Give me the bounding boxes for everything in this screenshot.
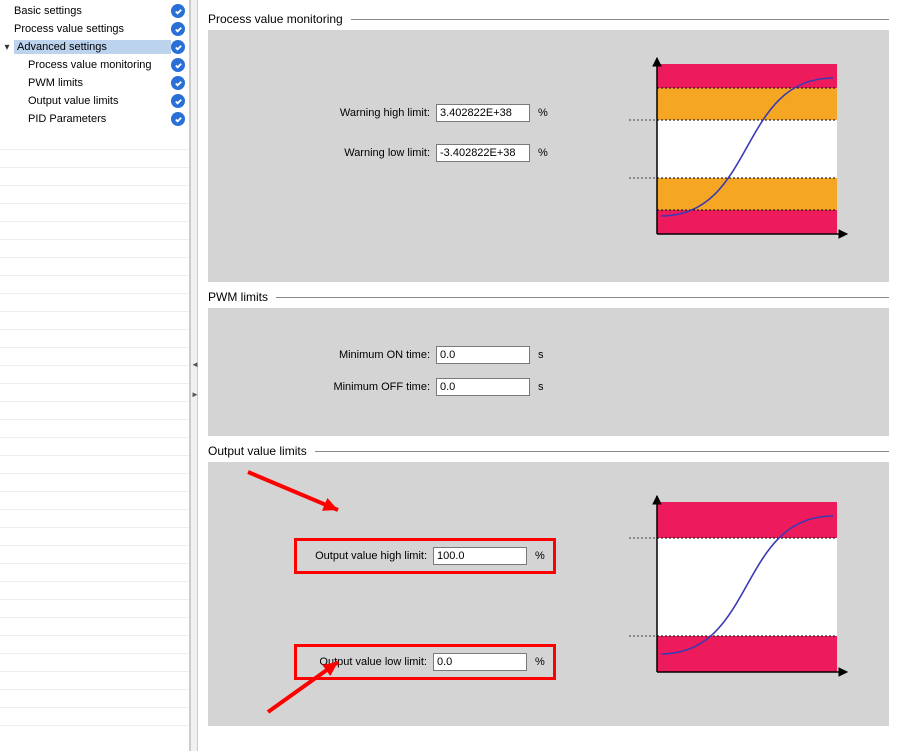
panel-outlim: Output value high limit: % Output value …	[208, 462, 889, 726]
unit-label: %	[530, 147, 548, 159]
splitter-collapse-icon[interactable]: ◄ ►	[188, 360, 202, 400]
tree-item-pwm-limits[interactable]: PWM limits	[0, 74, 189, 92]
settings-tree: Basic settings Process value settings ▾ …	[0, 0, 189, 130]
expander-icon[interactable]: ▾	[2, 42, 12, 53]
empty-tree-area	[0, 132, 189, 726]
unit-label: s	[530, 349, 544, 361]
output-high-input[interactable]	[433, 547, 527, 565]
status-ok-icon	[171, 4, 185, 18]
field-label: Warning high limit:	[216, 107, 436, 119]
tree-item-label: Advanced settings	[14, 40, 171, 54]
section-header-pvmon: Process value monitoring	[208, 12, 889, 26]
section-header-outlim: Output value limits	[208, 444, 889, 458]
form-row-min-off: Minimum OFF time: s	[216, 378, 881, 396]
tree-item-label: Output value limits	[28, 95, 171, 107]
tree-item-basic-settings[interactable]: Basic settings	[0, 2, 189, 20]
field-label: Minimum ON time:	[216, 349, 436, 361]
highlight-output-high: Output value high limit: %	[294, 538, 556, 574]
highlight-output-low: Output value low limit: %	[294, 644, 556, 680]
form-row-min-on: Minimum ON time: s	[216, 346, 881, 364]
min-on-time-input[interactable]	[436, 346, 530, 364]
settings-content-area: Process value monitoring Warning high li…	[198, 0, 897, 751]
unit-label: %	[527, 656, 545, 668]
unit-label: %	[527, 550, 545, 562]
outlim-limit-chart	[629, 494, 849, 694]
panel-pvmon: Warning high limit: % Warning low limit:…	[208, 30, 889, 282]
field-label: Minimum OFF time:	[216, 381, 436, 393]
tree-item-output-value-limits[interactable]: Output value limits	[0, 92, 189, 110]
status-ok-icon	[171, 94, 185, 108]
tree-item-label: Process value monitoring	[28, 59, 171, 71]
pvmon-limit-chart	[629, 56, 849, 256]
section-header-pwm: PWM limits	[208, 290, 889, 304]
status-ok-icon	[171, 58, 185, 72]
output-low-input[interactable]	[433, 653, 527, 671]
unit-label: s	[530, 381, 544, 393]
warning-low-input[interactable]	[436, 144, 530, 162]
status-ok-icon	[171, 22, 185, 36]
tree-item-label: PID Parameters	[28, 113, 171, 125]
tree-item-label: Process value settings	[14, 23, 171, 35]
tree-item-pid-parameters[interactable]: PID Parameters	[0, 110, 189, 128]
tree-item-label: PWM limits	[28, 77, 171, 89]
panel-pwm: Minimum ON time: s Minimum OFF time: s	[208, 308, 889, 436]
status-ok-icon	[171, 112, 185, 126]
splitter-handle[interactable]: ◄ ►	[190, 0, 198, 751]
tree-item-process-value-settings[interactable]: Process value settings	[0, 20, 189, 38]
min-off-time-input[interactable]	[436, 378, 530, 396]
status-ok-icon	[171, 40, 185, 54]
section-title: PWM limits	[208, 290, 276, 304]
section-title: Output value limits	[208, 444, 315, 458]
section-title: Process value monitoring	[208, 12, 351, 26]
field-label: Output value low limit:	[305, 656, 433, 668]
tree-item-label: Basic settings	[14, 5, 171, 17]
warning-high-input[interactable]	[436, 104, 530, 122]
tree-item-advanced-settings[interactable]: ▾ Advanced settings	[0, 38, 189, 56]
status-ok-icon	[171, 76, 185, 90]
unit-label: %	[530, 107, 548, 119]
field-label: Output value high limit:	[305, 550, 433, 562]
field-label: Warning low limit:	[216, 147, 436, 159]
settings-tree-sidebar: Basic settings Process value settings ▾ …	[0, 0, 190, 751]
tree-item-process-value-monitoring[interactable]: Process value monitoring	[0, 56, 189, 74]
